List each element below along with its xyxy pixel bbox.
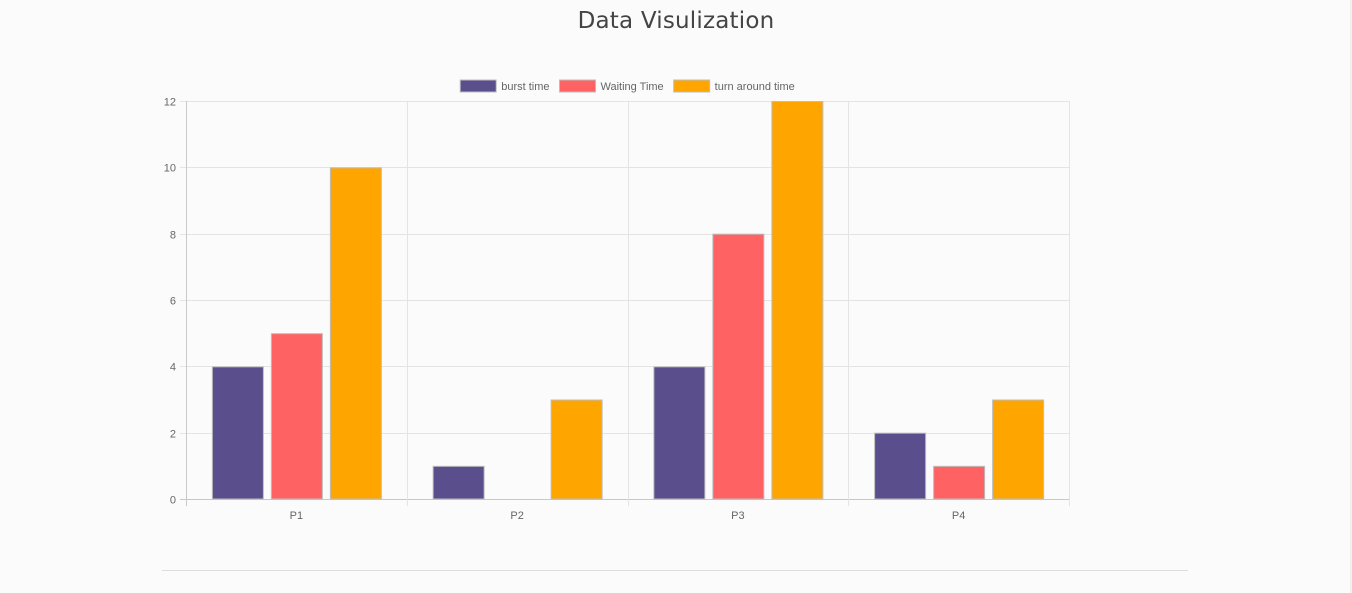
- legend-label: Waiting Time: [601, 81, 664, 93]
- scrollbar-track[interactable]: [1350, 0, 1352, 593]
- bar: [874, 432, 927, 500]
- x-tick-label: P1: [290, 510, 303, 522]
- bar: [992, 399, 1045, 500]
- x-tick-label: P2: [510, 510, 523, 522]
- bar: [712, 233, 765, 500]
- y-tick-label: 2: [170, 429, 176, 441]
- bar: [329, 167, 382, 500]
- bar: [933, 465, 986, 500]
- y-tick-label: 8: [170, 230, 176, 242]
- y-tick-label: 10: [164, 163, 176, 175]
- bar: [653, 366, 706, 500]
- legend-swatch: [673, 79, 711, 93]
- page-title: Data Visulization: [577, 8, 775, 34]
- y-tick-label: 0: [170, 495, 176, 507]
- legend-swatch: [459, 79, 497, 93]
- bar: [550, 399, 603, 500]
- bar: [432, 465, 485, 500]
- divider: [162, 570, 1188, 571]
- legend-swatch: [559, 79, 597, 93]
- legend-label: turn around time: [715, 81, 795, 93]
- legend-label: burst time: [501, 81, 549, 93]
- x-tick-label: P3: [731, 510, 744, 522]
- y-tick-label: 12: [164, 97, 176, 109]
- bar: [771, 101, 824, 500]
- bar: [270, 333, 323, 500]
- y-tick-label: 6: [170, 296, 176, 308]
- x-tick-label: P4: [952, 510, 965, 522]
- y-tick-label: 4: [170, 362, 176, 374]
- bar: [211, 366, 264, 500]
